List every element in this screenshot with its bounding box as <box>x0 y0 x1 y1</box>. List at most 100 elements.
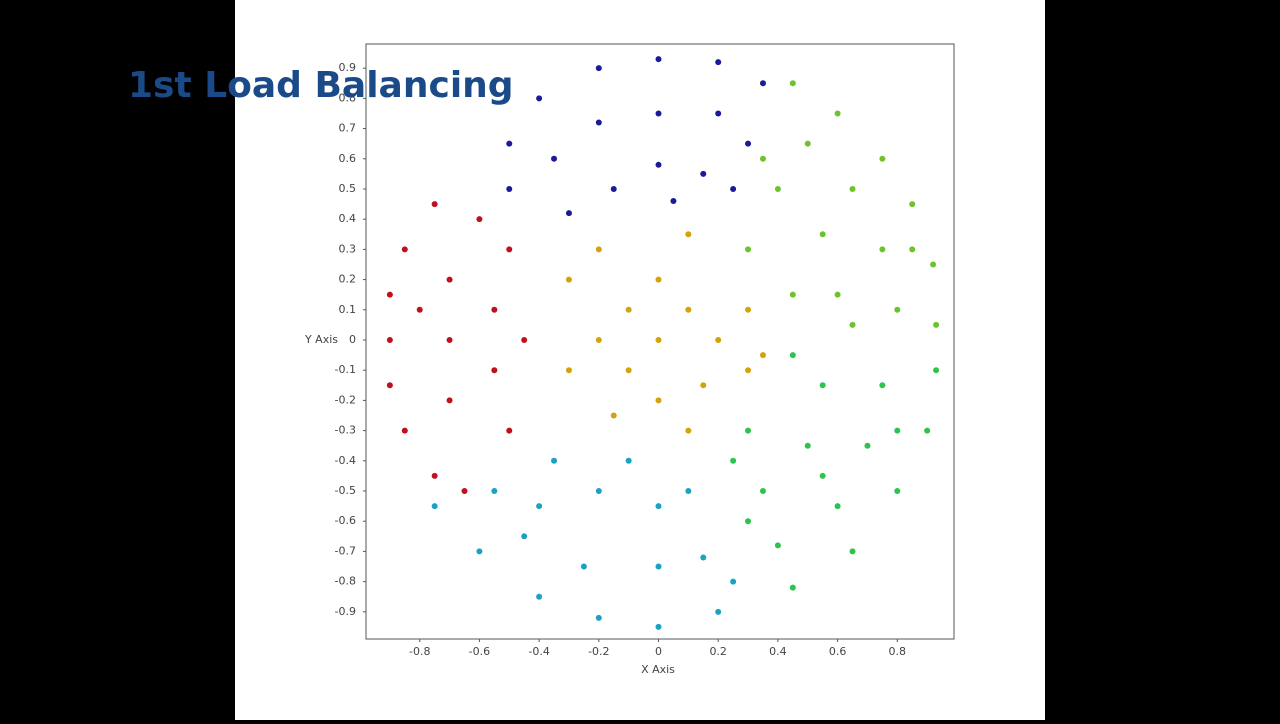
point <box>804 140 811 147</box>
point <box>655 56 662 63</box>
point <box>625 457 632 464</box>
point <box>491 306 498 313</box>
chart-title: 1st Load Balancing <box>128 65 514 106</box>
point <box>551 457 558 464</box>
point <box>401 427 408 434</box>
point <box>745 427 752 434</box>
y-tick-label: -0.6 <box>335 514 356 527</box>
y-tick-label: 0.9 <box>339 61 357 74</box>
x-tick-label: -0.8 <box>409 645 430 658</box>
x-tick-label: 0.6 <box>829 645 847 658</box>
point <box>431 472 438 479</box>
point <box>506 246 513 253</box>
y-tick-label: -0.8 <box>335 575 356 588</box>
y-tick-label: 0 <box>349 333 356 346</box>
point <box>386 382 393 389</box>
point <box>386 336 393 343</box>
point <box>759 352 766 359</box>
point <box>789 80 796 87</box>
point <box>789 291 796 298</box>
point <box>894 306 901 313</box>
y-tick-label: -0.4 <box>335 454 356 467</box>
point <box>655 161 662 168</box>
point <box>879 155 886 162</box>
point <box>491 367 498 374</box>
point <box>924 427 931 434</box>
point <box>670 198 677 205</box>
point <box>625 306 632 313</box>
point <box>745 140 752 147</box>
point <box>655 397 662 404</box>
point <box>745 246 752 253</box>
y-tick-label: -0.2 <box>335 393 356 406</box>
point <box>849 321 856 328</box>
point <box>401 246 408 253</box>
point <box>789 584 796 591</box>
point <box>491 488 498 495</box>
point <box>933 321 940 328</box>
y-tick-label: 0.2 <box>339 273 357 286</box>
point <box>730 457 737 464</box>
point <box>834 291 841 298</box>
point <box>715 336 722 343</box>
point <box>446 276 453 283</box>
point <box>580 563 587 570</box>
x-tick-label: 0 <box>655 645 662 658</box>
y-tick-label: 0.4 <box>339 212 357 225</box>
point <box>416 306 423 313</box>
x-axis-label: X Axis <box>641 663 675 676</box>
point <box>715 59 722 66</box>
point <box>386 291 393 298</box>
point <box>849 548 856 555</box>
y-tick-label: 0.1 <box>339 303 357 316</box>
point <box>774 542 781 549</box>
point <box>521 533 528 540</box>
y-tick-label: -0.1 <box>335 363 356 376</box>
point <box>446 336 453 343</box>
y-tick-label: -0.7 <box>335 544 356 557</box>
point <box>759 155 766 162</box>
point <box>655 563 662 570</box>
point <box>730 185 737 192</box>
point <box>933 367 940 374</box>
point <box>536 95 543 102</box>
point <box>730 578 737 585</box>
y-tick-label: 0.6 <box>339 152 357 165</box>
point <box>476 548 483 555</box>
x-tick-label: 0.8 <box>889 645 907 658</box>
point <box>930 261 937 268</box>
point <box>700 554 707 561</box>
point <box>655 276 662 283</box>
x-tick-label: 0.2 <box>709 645 727 658</box>
point <box>521 336 528 343</box>
point <box>610 185 617 192</box>
point <box>894 488 901 495</box>
point <box>655 110 662 117</box>
point <box>565 276 572 283</box>
x-tick-label: -0.4 <box>528 645 549 658</box>
point <box>595 488 602 495</box>
y-tick-label: 0.3 <box>339 242 357 255</box>
point <box>565 367 572 374</box>
y-tick-label: -0.5 <box>335 484 356 497</box>
point <box>506 427 513 434</box>
point <box>655 336 662 343</box>
point <box>715 608 722 615</box>
x-tick-label: 0.4 <box>769 645 787 658</box>
point <box>431 201 438 208</box>
point <box>655 623 662 630</box>
point <box>625 367 632 374</box>
point <box>894 427 901 434</box>
point <box>595 119 602 126</box>
point <box>819 231 826 238</box>
point <box>909 201 916 208</box>
point <box>745 518 752 525</box>
point <box>536 593 543 600</box>
x-tick-label: -0.2 <box>588 645 609 658</box>
y-tick-label: -0.3 <box>335 424 356 437</box>
point <box>446 397 453 404</box>
point <box>834 503 841 510</box>
point <box>655 503 662 510</box>
